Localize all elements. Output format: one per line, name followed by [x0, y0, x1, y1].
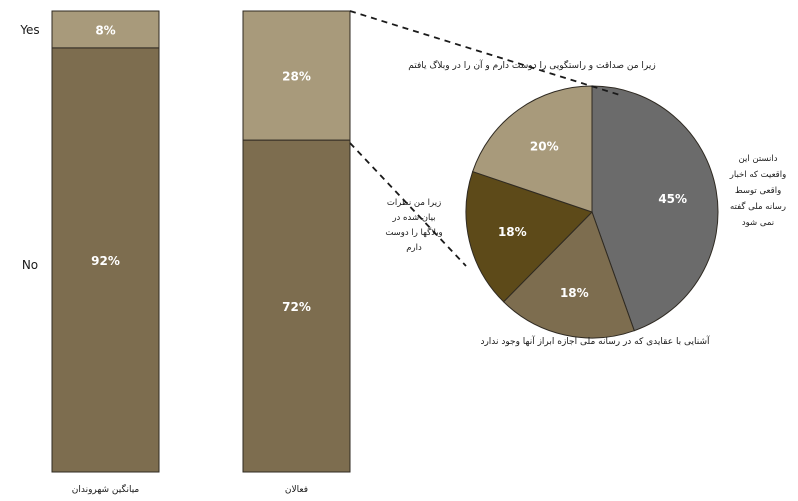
connector-top — [349, 10, 621, 96]
series-label-yes: Yes — [19, 23, 39, 37]
pie-annotation-bottom: آشنایی با عقایدی که در رسانه ملی اجازه ا… — [480, 335, 710, 347]
pie-label-3: 20% — [530, 139, 559, 153]
pie-slice-1 — [502, 211, 635, 339]
pie-label-1: 18% — [560, 286, 589, 300]
pie-slice-0 — [591, 85, 719, 332]
category-label-1: فعالان — [285, 485, 308, 495]
category-label-0: میانگین شهروندان — [72, 483, 140, 495]
bar-label-1-0: 72% — [282, 300, 311, 314]
pie-right-annotation-line-1: واقعیت که اخبار — [729, 170, 786, 180]
series-label-no: No — [22, 258, 38, 272]
pie-annotation-top: زیرا من صداقت و راستگویی را دوست دارم و … — [408, 59, 655, 71]
pie-right-annotation-line-0: دانستن این — [738, 154, 777, 164]
pie-right-annotation-line-3: رسانه ملی گفته — [730, 201, 786, 212]
bar-label-0-0: 92% — [91, 254, 120, 268]
bar-label-0-1: 8% — [95, 23, 115, 37]
bar-label-1-1: 28% — [282, 70, 311, 84]
pie-left-annotation-line-0: زیرا من نظرات — [387, 198, 441, 208]
pie-right-annotation-line-4: نمی شود — [742, 218, 774, 228]
pie-right-annotation-line-2: واقعی توسط — [735, 186, 781, 196]
bar-1-series-1 — [242, 10, 351, 141]
pie-slice-2 — [465, 170, 593, 303]
pie-left-annotation-line-1: بیان شده در — [391, 213, 435, 223]
pie-slice-3 — [472, 85, 593, 213]
pie-label-0: 45% — [658, 192, 687, 206]
bar-0-series-0 — [51, 47, 160, 473]
pie-label-2: 18% — [498, 225, 527, 239]
pie-left-annotation-line-2: وبلاگها را دوست — [385, 227, 442, 238]
pie-left-annotation-line-3: دارم — [406, 243, 422, 253]
bar-0-series-1 — [51, 10, 160, 49]
